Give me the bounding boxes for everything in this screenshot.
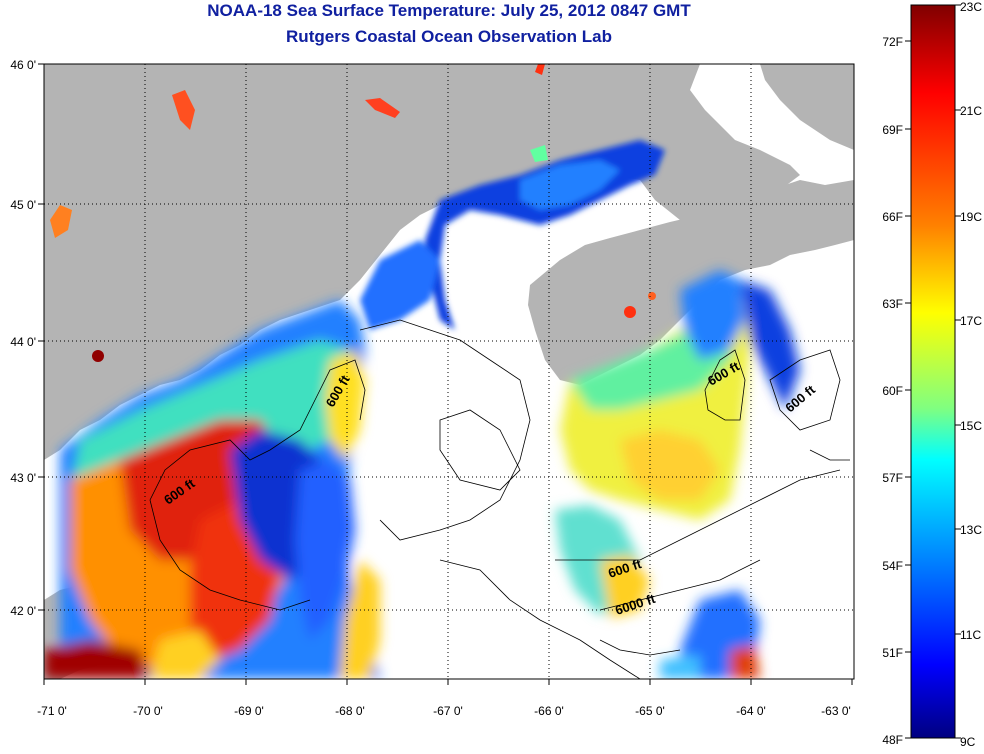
- colorbar-f-label: 66F: [882, 210, 903, 224]
- lon-tick-label: -69 0': [234, 704, 264, 718]
- lat-tick-label: 43 0': [10, 471, 36, 485]
- lon-tick-label: -64 0': [736, 704, 766, 718]
- colorbar-f-label: 54F: [882, 559, 903, 573]
- colorbar-f-label: 72F: [882, 35, 903, 49]
- lon-tick-label: -67 0': [433, 704, 463, 718]
- lon-tick-label: -65 0': [635, 704, 665, 718]
- lon-tick-label: -70 0': [133, 704, 163, 718]
- colorbar-f-label: 60F: [882, 384, 903, 398]
- colorbar-c-label: 19C: [960, 210, 982, 224]
- lon-tick-label: -71 0': [37, 704, 67, 718]
- colorbar-c-label: 23C: [960, 0, 982, 14]
- colorbar-f-label: 51F: [882, 646, 903, 660]
- lat-tick-label: 44 0': [10, 335, 36, 349]
- graticule: [44, 64, 854, 679]
- map-frame: [43, 63, 855, 680]
- colorbar-f-label: 57F: [882, 471, 903, 485]
- colorbar-c-label: 13C: [960, 523, 982, 537]
- colorbar-c-label: 15C: [960, 419, 982, 433]
- colorbar-c-label: 17C: [960, 314, 982, 328]
- colorbar-gradient: [910, 4, 956, 739]
- lon-tick-label: -68 0': [335, 704, 365, 718]
- map-area: 600 ft 600 ft 600 ft 600 ft 600 ft 6000 …: [44, 64, 854, 679]
- colorbar-c-label: 11C: [960, 628, 981, 642]
- lon-tick-label: -66 0': [534, 704, 564, 718]
- chart-title: NOAA-18 Sea Surface Temperature: July 25…: [207, 1, 691, 20]
- colorbar-f-label: 69F: [882, 123, 903, 137]
- chart-subtitle: Rutgers Coastal Ocean Observation Lab: [286, 27, 612, 46]
- colorbar-f-label: 48F: [882, 733, 903, 747]
- colorbar-f-label: 63F: [882, 297, 903, 311]
- sst-field: [44, 64, 800, 679]
- lon-tick-labels: -71 0' -70 0' -69 0' -68 0' -67 0' -66 0…: [37, 704, 851, 718]
- lat-tick-label: 46 0': [10, 58, 36, 72]
- bathymetry-contours: [149, 319, 850, 679]
- lat-tick-labels: 46 0' 45 0' 44 0' 43 0' 42 0': [10, 58, 36, 618]
- colorbar: 72F 69F 66F 63F 60F 57F 54F 51F 48F 23C …: [882, 0, 982, 749]
- axis-ticks: [38, 63, 853, 685]
- colorbar-f-labels: 72F 69F 66F 63F 60F 57F 54F 51F 48F: [882, 35, 903, 747]
- lat-tick-label: 45 0': [10, 198, 36, 212]
- colorbar-c-labels: 23C 21C 19C 17C 15C 13C 11C 9C: [960, 0, 982, 749]
- colorbar-c-label: 21C: [960, 104, 982, 118]
- colorbar-c-label: 9C: [960, 735, 976, 749]
- lat-tick-label: 42 0': [10, 604, 36, 618]
- lon-tick-label: -63 0': [821, 704, 851, 718]
